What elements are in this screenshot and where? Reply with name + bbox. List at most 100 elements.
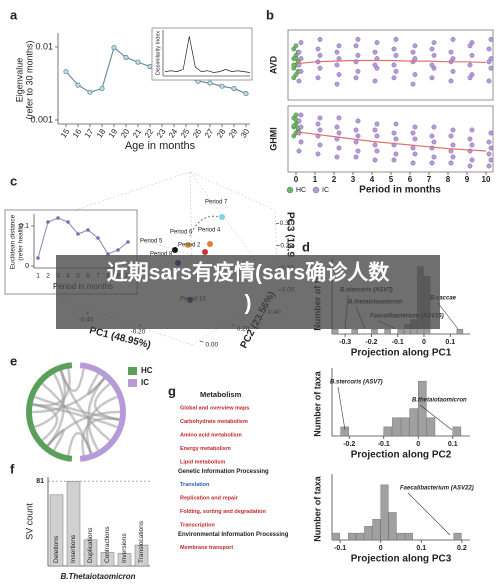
ic-point [450, 127, 456, 133]
ic-point [334, 49, 340, 55]
ic-point [334, 154, 340, 160]
inset-point [66, 220, 70, 224]
panel-label: d [302, 239, 310, 254]
ic-point [298, 69, 304, 74]
ic-point [450, 56, 456, 61]
hist-bar [364, 526, 373, 541]
ic-point [374, 148, 380, 154]
hist-bar [371, 329, 378, 335]
ic-point [336, 145, 342, 151]
inset-point [96, 236, 100, 240]
eigen-point [219, 83, 225, 89]
ic-point [486, 151, 492, 157]
ic-point [296, 78, 302, 84]
y-axis-label: (refer to 30 months) [24, 40, 34, 119]
hc-point [293, 112, 299, 118]
legend-swatch [128, 367, 137, 375]
panel-label: e [10, 353, 17, 368]
legend-label: IC [141, 378, 149, 387]
ic-point [317, 142, 323, 148]
ic-point [298, 124, 304, 130]
section-title: Genetic Information Processing [178, 469, 269, 475]
eigen-point [147, 63, 153, 70]
ic-point [355, 69, 361, 74]
hist-bar [426, 417, 436, 437]
ic-point [355, 133, 361, 139]
ic-point [488, 130, 494, 136]
period-label: Period 6 [170, 230, 193, 236]
hist-bar [456, 329, 464, 335]
ic-point [450, 154, 456, 160]
chord [87, 373, 106, 396]
bar [66, 480, 81, 567]
ic-point [412, 136, 418, 142]
x-tick-label: 0.2 [457, 545, 467, 552]
pathway-item: Replication and repair [180, 495, 239, 501]
y-axis-label: AVD [268, 55, 278, 74]
ic-point [317, 127, 323, 133]
ic-point [410, 49, 416, 55]
ic-point [372, 49, 378, 55]
ic-point [429, 46, 435, 52]
y-axis-label: Eigenvalue [14, 58, 24, 103]
pathway-item: Global and overview maps [180, 405, 249, 411]
x-tick-label: -0.1 [392, 339, 404, 346]
bar [49, 494, 64, 567]
chord-ring [26, 362, 73, 462]
hc-point [293, 56, 299, 61]
section-title: Environmental Information Processing [178, 532, 289, 538]
hist-bar [396, 532, 405, 541]
period-label: Period 2 [178, 243, 201, 249]
ic-point [336, 72, 342, 78]
ic-point [315, 75, 321, 81]
eigen-point [99, 85, 105, 92]
x-tick-label: 0 [294, 175, 299, 184]
inset-line [37, 217, 129, 259]
y-axis-label: Number of taxa [312, 370, 322, 437]
x-tick-label: 6 [408, 175, 413, 184]
x-tick-label: 1 [36, 273, 40, 280]
x-tick-label: 9 [465, 175, 470, 184]
x-axis-label: Period in months [359, 185, 441, 196]
axis-tick [199, 340, 204, 343]
ic-point [450, 142, 456, 148]
ic-point [467, 136, 473, 142]
period-label: Period 4 [198, 228, 221, 234]
ic-point [391, 46, 397, 52]
annotation: B.caccae [430, 296, 457, 302]
y-axis-label: GHMI [268, 127, 278, 151]
axis-tick-label: 0.20 [280, 242, 293, 249]
ic-point [469, 157, 475, 163]
pathway-item: Lipid metabolism [180, 459, 225, 465]
ic-point [469, 142, 475, 148]
x-tick-label: 2 [332, 175, 337, 184]
x-tick-label: 0 [379, 545, 383, 552]
ic-point [372, 157, 378, 163]
x-tick-label: 2 [46, 273, 50, 280]
ic-point [334, 124, 340, 130]
x-tick-label: 3 [351, 175, 356, 184]
inset-point [76, 232, 80, 236]
bar [83, 539, 98, 567]
ic-point [374, 40, 380, 45]
banner-text: ) [245, 292, 252, 315]
legend-label: IC [322, 187, 329, 194]
ic-point [429, 133, 435, 139]
ic-point [469, 127, 475, 133]
bar-category: Translocations [138, 520, 145, 563]
ic-point [488, 157, 494, 163]
inset-point [116, 248, 120, 252]
ic-point [410, 145, 416, 151]
legend-label: HC [141, 366, 153, 375]
panel-label: b [266, 7, 274, 22]
wireframe [59, 171, 191, 216]
trend-line [295, 131, 487, 152]
hist-bar [409, 408, 418, 437]
chord-ring [79, 362, 126, 462]
x-tick-label: 0 [422, 339, 426, 346]
bar-category: Inversions [121, 533, 128, 563]
x-tick-label: 1 [313, 175, 318, 184]
ic-point [336, 130, 342, 136]
panel-label: g [168, 383, 176, 398]
